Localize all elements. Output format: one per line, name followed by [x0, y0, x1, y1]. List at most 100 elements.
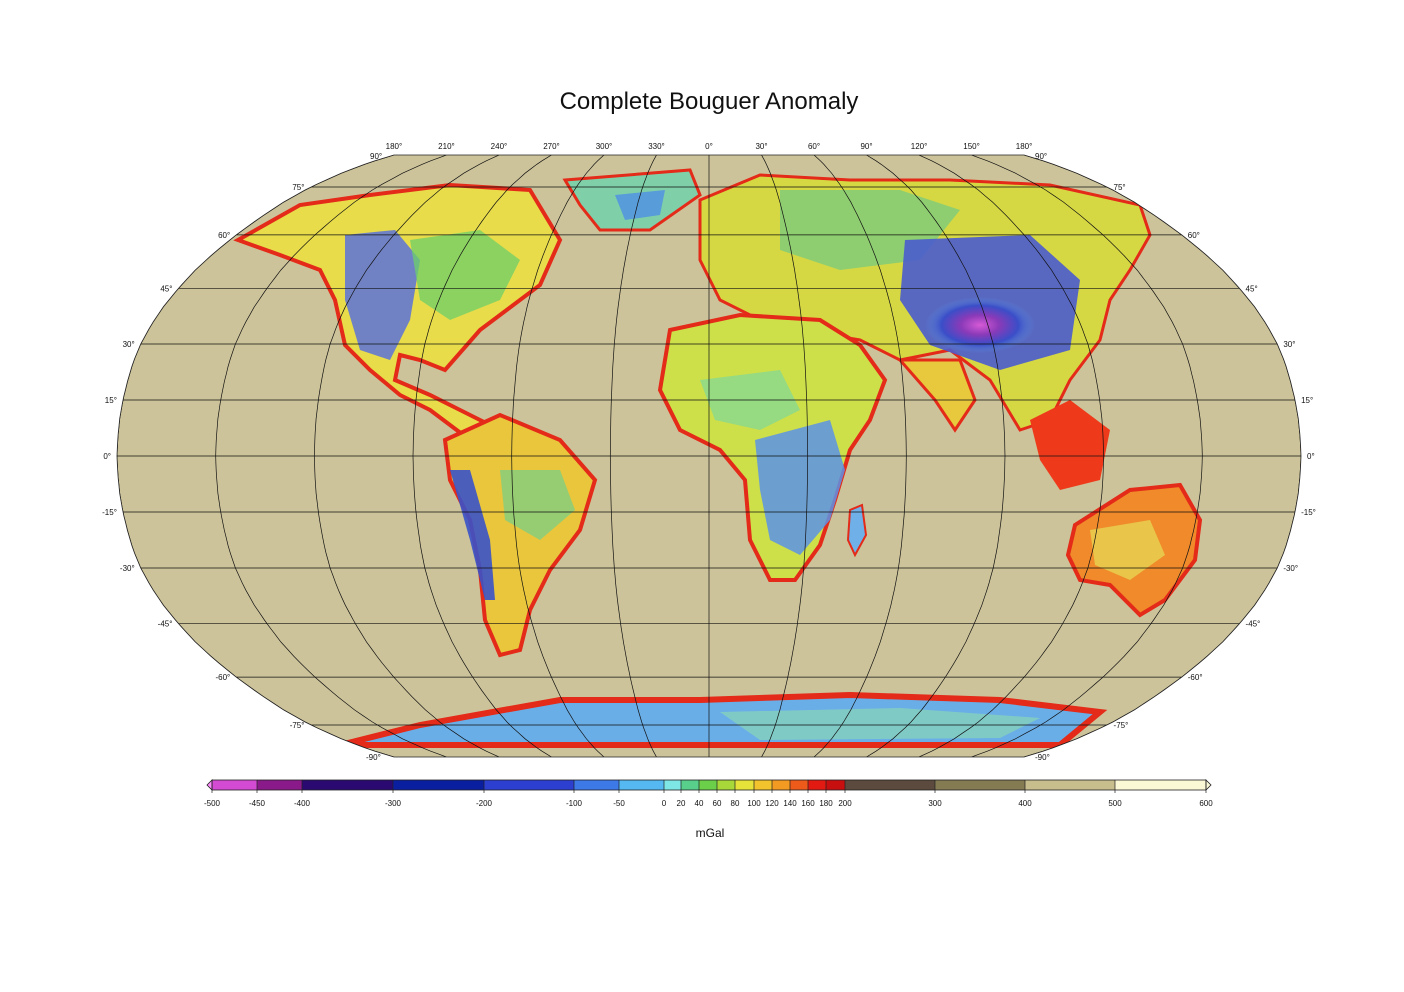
corner-label-bottom-right: -90°	[1035, 753, 1050, 762]
colorbar-tick-label: -200	[476, 799, 493, 808]
longitude-label: 150°	[963, 142, 980, 151]
colorbar-segment	[699, 780, 717, 790]
colorbar-tick-label: 20	[677, 799, 686, 808]
longitude-label: 330°	[648, 142, 665, 151]
latitude-label-right: -45°	[1246, 620, 1261, 629]
colorbar-segment	[681, 780, 699, 790]
colorbar-segment	[574, 780, 619, 790]
colorbar-tick-label: 400	[1018, 799, 1032, 808]
colorbar-segment	[826, 780, 845, 790]
latitude-label-left: -30°	[120, 564, 135, 573]
colorbar-segment	[790, 780, 808, 790]
longitude-label: 0°	[705, 142, 713, 151]
colorbar-tick-label: 200	[838, 799, 852, 808]
africa-blue-zone	[755, 420, 845, 555]
colorbar-segment	[664, 780, 681, 790]
corner-label-top-right: 90°	[1035, 152, 1047, 161]
longitude-label: 240°	[491, 142, 508, 151]
colorbar-tick-label: -500	[204, 799, 221, 808]
land-anomaly-layer	[233, 168, 1203, 748]
antarctica-green-zone	[720, 708, 1040, 740]
landmass-madagascar	[846, 503, 868, 558]
latitude-label-right: 75°	[1114, 183, 1126, 192]
latitude-label-right: 60°	[1188, 231, 1200, 240]
colorbar-tick-label: 100	[747, 799, 761, 808]
latitude-label-left: 60°	[218, 231, 230, 240]
latitude-label-right: -15°	[1301, 508, 1316, 517]
globe: 180° 210° 240° 270° 300° 330° 0° 30° 60° 90° 120° 1…	[102, 142, 1316, 762]
latitude-label-right: -75°	[1114, 721, 1129, 730]
colorbar-tick-label: 60	[713, 799, 722, 808]
longitude-label: 300°	[596, 142, 613, 151]
colorbar-tick-label: -400	[294, 799, 311, 808]
colorbar-left-arrow	[206, 779, 213, 791]
longitude-label: 180°	[386, 142, 403, 151]
colorbar-segment	[808, 780, 826, 790]
colorbar-tick-label: 40	[695, 799, 704, 808]
colorbar-tick-label: 120	[765, 799, 779, 808]
colorbar-segment	[735, 780, 754, 790]
longitude-label: 30°	[755, 142, 767, 151]
colorbar: -500 -450 -400 -300 -200 -100 -50 0 20 40 60 80 100 1…	[204, 779, 1213, 808]
colorbar-right-arrow	[1205, 779, 1212, 791]
colorbar-segment	[772, 780, 790, 790]
latitude-label-left: 45°	[160, 284, 172, 293]
landmass-southeast-asia	[1030, 400, 1110, 490]
latitude-labels: 75° 75° 60° 60° 45° 45° 30° 30° 15° 15° 0° 0° -15° -1…	[102, 183, 1316, 730]
colorbar-tick-label: 0	[662, 799, 667, 808]
north-america-green-zone	[410, 230, 520, 320]
latitude-label-right: 0°	[1307, 452, 1315, 461]
longitude-label: 120°	[911, 142, 928, 151]
south-america-green-zone	[500, 470, 575, 540]
landmass-india	[896, 358, 977, 433]
latitude-label-right: -60°	[1188, 673, 1203, 682]
colorbar-segment	[212, 780, 257, 790]
greenland-blue-zone	[615, 190, 665, 220]
colorbar-tick-label: 300	[928, 799, 942, 808]
latitude-label-right: -30°	[1283, 564, 1298, 573]
latitude-label-left: 30°	[123, 340, 135, 349]
corner-label-bottom-left: -90°	[366, 753, 381, 762]
colorbar-tick-label: -100	[566, 799, 583, 808]
map-title: Complete Bouguer Anomaly	[559, 88, 859, 115]
latitude-label-left: 15°	[105, 396, 117, 405]
longitude-label: 60°	[808, 142, 820, 151]
colorbar-segment	[393, 780, 484, 790]
longitude-label: 180°	[1016, 142, 1033, 151]
latitude-label-left: -75°	[290, 721, 305, 730]
colorbar-segment	[1025, 780, 1115, 790]
colorbar-segment	[1115, 780, 1206, 790]
latitude-label-right: 15°	[1301, 396, 1313, 405]
north-america-blue-zone	[345, 230, 420, 360]
map-frame	[116, 154, 1302, 758]
corner-label-top-left: 90°	[370, 152, 382, 161]
colorbar-tick-label: 600	[1199, 799, 1213, 808]
longitude-label: 90°	[860, 142, 872, 151]
colorbar-segment	[619, 780, 664, 790]
colorbar-tick-label: 80	[731, 799, 740, 808]
colorbar-segment	[717, 780, 735, 790]
colorbar-tick-label: 160	[801, 799, 815, 808]
colorbar-segment	[302, 780, 393, 790]
latitude-label-right: 45°	[1246, 284, 1258, 293]
latitude-label-left: -45°	[158, 620, 173, 629]
colorbar-tick-label: -300	[385, 799, 402, 808]
longitude-labels: 180° 210° 240° 270° 300° 330° 0° 30° 60° 90° 120° 1…	[386, 142, 1033, 151]
tibet-anomaly-low	[925, 297, 1035, 353]
australia-yellow-zone	[1090, 520, 1165, 580]
longitude-label: 270°	[543, 142, 560, 151]
latitude-label-left: 0°	[103, 452, 111, 461]
colorbar-tick-label: -50	[613, 799, 625, 808]
colorbar-tick-label: -450	[249, 799, 266, 808]
longitude-label: 210°	[438, 142, 455, 151]
colorbar-tick-label: 500	[1108, 799, 1122, 808]
latitude-label-left: -15°	[102, 508, 117, 517]
colorbar-segment	[845, 780, 935, 790]
colorbar-tick-label: 180	[819, 799, 833, 808]
colorbar-segment	[257, 780, 302, 790]
colorbar-segment	[484, 780, 574, 790]
colorbar-segment	[935, 780, 1025, 790]
colorbar-segment	[754, 780, 772, 790]
andes-blue-zone	[450, 470, 495, 600]
